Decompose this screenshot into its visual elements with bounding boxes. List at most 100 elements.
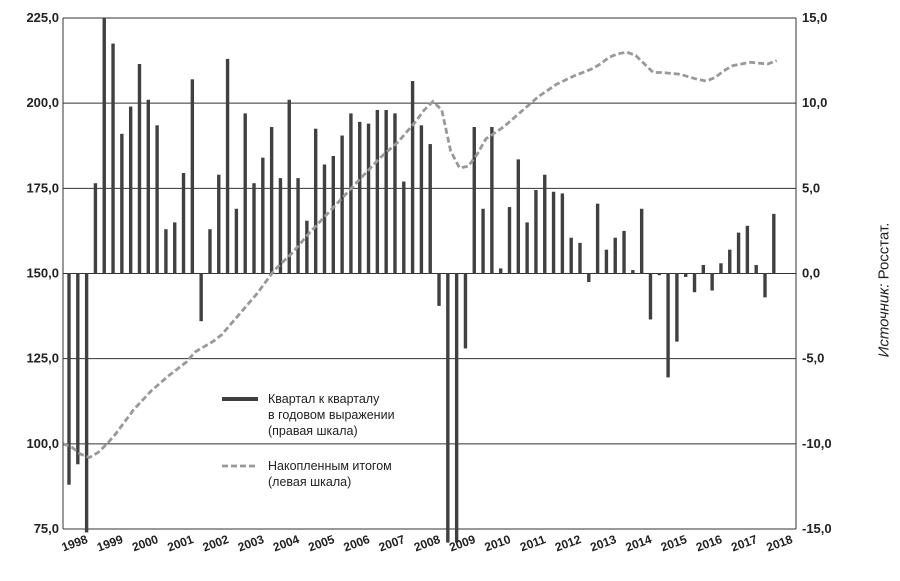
bar: [340, 135, 344, 274]
x-tick-label: 2003: [236, 532, 266, 554]
bar: [736, 232, 741, 274]
bar: [287, 99, 291, 274]
bar: [217, 174, 221, 274]
bar: [137, 63, 142, 274]
bar: [261, 157, 265, 274]
x-tick-label: 2004: [271, 532, 301, 554]
bar: [208, 229, 212, 274]
legend-line-label-line1: Накопленным итогом: [268, 459, 392, 473]
x-tick-label: 2018: [765, 532, 795, 554]
bar: [772, 213, 776, 274]
bar: [243, 113, 247, 274]
bar: [446, 273, 450, 543]
bar: [102, 18, 106, 274]
bar: [93, 183, 98, 274]
bar: [384, 109, 388, 274]
right-tick-label: 10,0: [802, 95, 827, 110]
bar: [84, 273, 89, 533]
x-tick-label: 2005: [306, 532, 336, 554]
bar: [516, 159, 521, 274]
bar: [252, 183, 256, 274]
bar: [313, 128, 318, 274]
x-tick-label: 2007: [377, 532, 407, 554]
bar: [278, 178, 283, 274]
bar: [234, 208, 239, 274]
x-axis-ticks: 1998 1999 2000 2001 2002 2003 2004 2005 2006 2007…: [60, 532, 795, 554]
x-tick-label: 2009: [447, 532, 477, 554]
legend-line-label-line2: (левая шкала): [268, 475, 351, 489]
bar: [507, 207, 512, 274]
bar: [419, 125, 424, 274]
left-tick-label: 200,0: [26, 95, 59, 110]
bar: [349, 113, 353, 274]
bar: [366, 123, 371, 274]
bar: [648, 273, 653, 320]
x-tick-label: 2016: [694, 532, 724, 554]
bar: [745, 225, 750, 274]
bar: [754, 264, 758, 274]
bar: [111, 43, 115, 274]
bar: [128, 106, 133, 274]
bar: [146, 99, 150, 274]
bar: [613, 237, 617, 274]
bar: [692, 273, 697, 293]
left-tick-label: 125,0: [26, 351, 59, 366]
x-tick-label: 2013: [588, 532, 618, 554]
bar: [428, 144, 432, 274]
bar: [402, 181, 406, 274]
bar: [375, 109, 380, 274]
bar: [684, 273, 688, 277]
source-note: Источник: Росстат.: [876, 223, 893, 358]
x-tick-label: 1999: [95, 532, 125, 554]
bar: [155, 125, 159, 274]
bar: [269, 127, 274, 274]
bar: [76, 273, 80, 465]
source-value: Росстат.: [875, 222, 893, 280]
left-tick-label: 225,0: [26, 10, 59, 25]
right-tick-label: 15,0: [802, 10, 827, 25]
bar: [454, 273, 459, 543]
bar: [534, 190, 538, 274]
legend: Квартал к кварталу в годовом выражении (…: [222, 392, 395, 489]
bar: [67, 273, 71, 485]
bar: [331, 155, 335, 274]
x-tick-label: 2012: [553, 532, 583, 554]
bar: [675, 273, 679, 342]
legend-bar-label-line2: в годовом выражении: [268, 408, 395, 422]
right-tick-label: 0,0: [802, 266, 820, 281]
bar: [322, 164, 327, 274]
x-tick-label: 2000: [130, 532, 160, 554]
bar: [305, 220, 309, 274]
bar: [498, 268, 503, 274]
bar: [437, 273, 441, 306]
right-axis-ticks: -15,0 -10,0 -5,0 0,0 5,0 10,0 15,0: [802, 10, 832, 536]
bar: [296, 178, 300, 274]
x-tick-label: 2011: [518, 532, 548, 554]
bar: [578, 242, 582, 274]
bar: [701, 264, 706, 274]
right-tick-label: -10,0: [802, 436, 832, 451]
x-tick-label: 2017: [729, 532, 759, 554]
x-tick-label: 2015: [659, 532, 689, 554]
legend-bar-swatch: [222, 397, 258, 401]
left-tick-label: 175,0: [26, 180, 59, 195]
bar: [569, 237, 573, 274]
left-tick-label: 150,0: [26, 266, 59, 281]
bar: [199, 273, 203, 322]
bar: [587, 273, 591, 283]
x-tick-label: 2008: [412, 532, 442, 554]
bar: [164, 229, 168, 274]
source-label: Источник:: [875, 283, 893, 358]
bar: [472, 127, 476, 274]
bar: [710, 273, 714, 291]
bar: [639, 208, 644, 274]
bar: [173, 222, 177, 274]
left-axis-ticks: 75,0 100,0 125,0 150,0 175,0 200,0 225,0: [26, 10, 59, 536]
bar: [393, 113, 397, 274]
x-tick-label: 2002: [201, 532, 231, 554]
x-tick-label: 2006: [342, 532, 372, 554]
bar: [763, 273, 767, 298]
bar: [190, 79, 195, 274]
x-tick-label: 2010: [483, 532, 513, 554]
